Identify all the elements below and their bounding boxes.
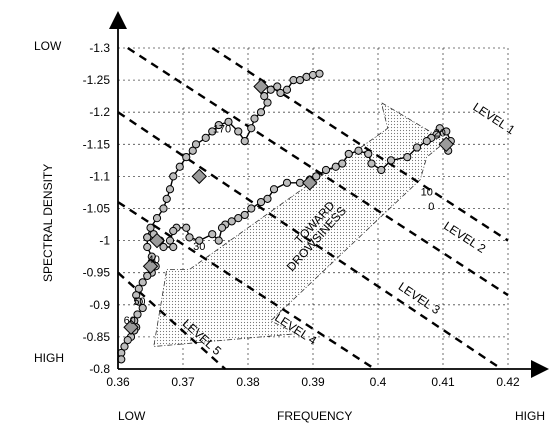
data-point — [176, 163, 183, 170]
data-point — [248, 125, 255, 132]
data-point — [316, 70, 323, 77]
data-point — [160, 205, 167, 212]
y-tick-label: -1.15 — [83, 137, 111, 151]
data-point — [257, 109, 264, 116]
x-tick-label: 0.36 — [106, 375, 130, 389]
point-label: 20 — [434, 128, 446, 140]
data-point — [355, 147, 362, 154]
data-point — [423, 137, 430, 144]
data-point — [166, 186, 173, 193]
data-point — [202, 134, 209, 141]
data-point — [144, 243, 151, 250]
point-label: 60 — [124, 315, 136, 327]
data-point — [332, 163, 339, 170]
y-high-label: HIGH — [34, 351, 64, 365]
data-point — [368, 160, 375, 167]
data-point — [170, 173, 177, 180]
data-point — [413, 144, 420, 151]
y-tick-label: -0.8 — [89, 362, 110, 376]
data-point — [270, 186, 277, 193]
data-point — [183, 224, 190, 231]
data-point — [170, 227, 177, 234]
data-point — [387, 157, 394, 164]
data-point — [248, 205, 255, 212]
x-tick-label: 0.38 — [236, 375, 260, 389]
level-label: LEVEL 2 — [441, 219, 488, 256]
x-tick-label: 0.42 — [496, 375, 520, 389]
data-point — [322, 166, 329, 173]
level-label: LEVEL 3 — [396, 279, 443, 317]
y-axis-title: SPECTRAL DENSITY — [41, 164, 55, 282]
x-tick-label: 0.4 — [370, 375, 387, 389]
data-point — [186, 234, 193, 241]
data-point — [251, 115, 258, 122]
y-tick-label: -0.95 — [83, 266, 111, 280]
point-label: 30 — [193, 241, 205, 253]
y-tick-label: -1.25 — [83, 73, 111, 87]
point-label: 0 — [428, 201, 434, 213]
y-tick-label: -0.85 — [83, 330, 111, 344]
point-label: 40 — [148, 254, 160, 266]
data-point — [163, 195, 170, 202]
y-tick-label: -1 — [99, 234, 110, 248]
data-point — [283, 86, 290, 93]
level-label: LEVEL 1 — [470, 100, 517, 138]
x-tick-label: 0.37 — [171, 375, 195, 389]
data-point — [144, 234, 151, 241]
data-point — [283, 179, 290, 186]
data-point — [241, 137, 248, 144]
data-point — [170, 243, 177, 250]
data-point — [257, 198, 264, 205]
data-point — [147, 224, 154, 231]
data-point — [218, 224, 225, 231]
y-low-label: LOW — [34, 39, 62, 53]
data-point — [365, 150, 372, 157]
data-point — [215, 237, 222, 244]
data-point — [309, 71, 316, 78]
y-tick-label: -0.9 — [89, 298, 110, 312]
data-point — [209, 231, 216, 238]
data-point — [144, 272, 151, 279]
data-point — [345, 150, 352, 157]
x-tick-label: 0.39 — [301, 375, 325, 389]
y-tick-label: -1.3 — [89, 41, 110, 55]
point-label: 50 — [133, 296, 145, 308]
data-point — [261, 93, 268, 100]
x-low-label: LOW — [118, 409, 146, 423]
drowsiness-arrow-shape — [154, 103, 447, 347]
data-point — [404, 154, 411, 161]
x-axis-title: FREQUENCY — [277, 409, 352, 423]
y-tick-label: -1.1 — [89, 169, 110, 183]
diamond-marker — [192, 169, 206, 183]
y-tick-label: -1.2 — [89, 105, 110, 119]
data-point — [235, 128, 242, 135]
point-label: 170 — [213, 124, 231, 136]
y-tick-label: -1.05 — [83, 202, 111, 216]
data-point — [192, 141, 199, 148]
data-point — [139, 279, 146, 286]
point-label: 10 — [421, 187, 433, 199]
data-point — [378, 166, 385, 173]
data-point — [153, 215, 160, 222]
drowsiness-arrow: TOWARDDROWSINESS — [154, 103, 447, 347]
x-high-label: HIGH — [515, 409, 545, 423]
data-point — [183, 154, 190, 161]
x-tick-label: 0.41 — [431, 375, 455, 389]
